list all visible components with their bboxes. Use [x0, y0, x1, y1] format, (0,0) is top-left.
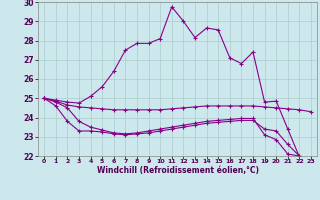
X-axis label: Windchill (Refroidissement éolien,°C): Windchill (Refroidissement éolien,°C)	[97, 166, 259, 175]
